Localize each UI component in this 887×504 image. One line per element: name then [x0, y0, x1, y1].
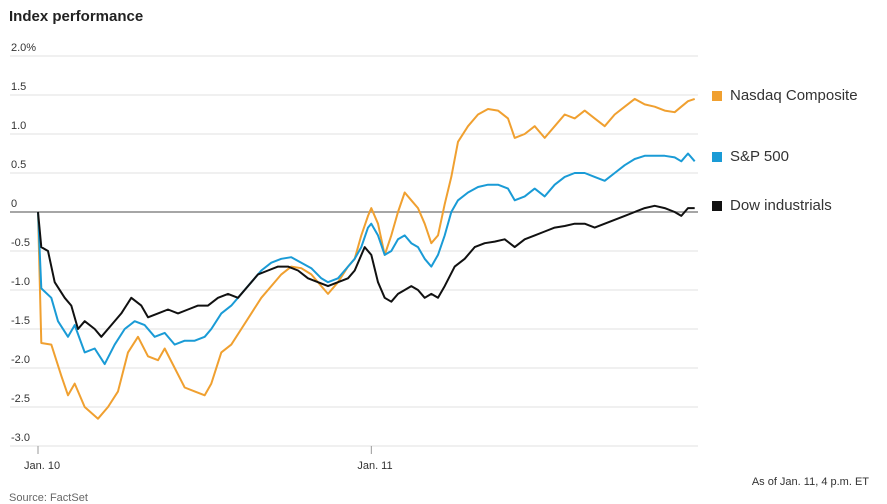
- y-tick-label: 0.5: [11, 159, 26, 171]
- legend-label-sp500: S&P 500: [730, 148, 789, 165]
- y-tick-label: -2.5: [11, 393, 30, 405]
- timestamp-note: As of Jan. 11, 4 p.m. ET: [751, 476, 869, 488]
- y-tick-label: -2.0: [11, 354, 30, 366]
- legend-swatch-dow: [712, 200, 722, 211]
- y-tick-label: 2.0%: [11, 42, 36, 54]
- x-tick-label: Jan. 11: [357, 460, 392, 472]
- y-tick-label: 1.0: [11, 120, 26, 132]
- legend-label-dow: Dow industrials: [730, 197, 832, 214]
- y-tick-label: 1.5: [11, 81, 26, 93]
- legend-item-dow: Dow industrials: [712, 197, 832, 214]
- y-tick-label: -1.0: [11, 276, 30, 288]
- series-line-nasdaq: [37, 97, 696, 420]
- chart-title: Index performance: [9, 8, 144, 25]
- y-tick-label: -3.0: [11, 432, 30, 444]
- legend-label-nasdaq: Nasdaq Composite: [730, 87, 858, 104]
- source-note: Source: FactSet: [9, 492, 88, 504]
- y-tick-label: -1.5: [11, 315, 30, 327]
- y-tick-label: -0.5: [11, 237, 30, 249]
- x-tick-label: Jan. 10: [24, 460, 60, 472]
- legend-swatch-nasdaq: [712, 90, 722, 101]
- legend-item-nasdaq: Nasdaq Composite: [712, 87, 858, 104]
- series-line-dow: [37, 204, 695, 338]
- series-line-sp500: [37, 152, 696, 366]
- y-tick-label: 0: [11, 198, 17, 210]
- legend-item-sp500: S&P 500: [712, 148, 789, 165]
- legend-swatch-sp500: [712, 151, 722, 162]
